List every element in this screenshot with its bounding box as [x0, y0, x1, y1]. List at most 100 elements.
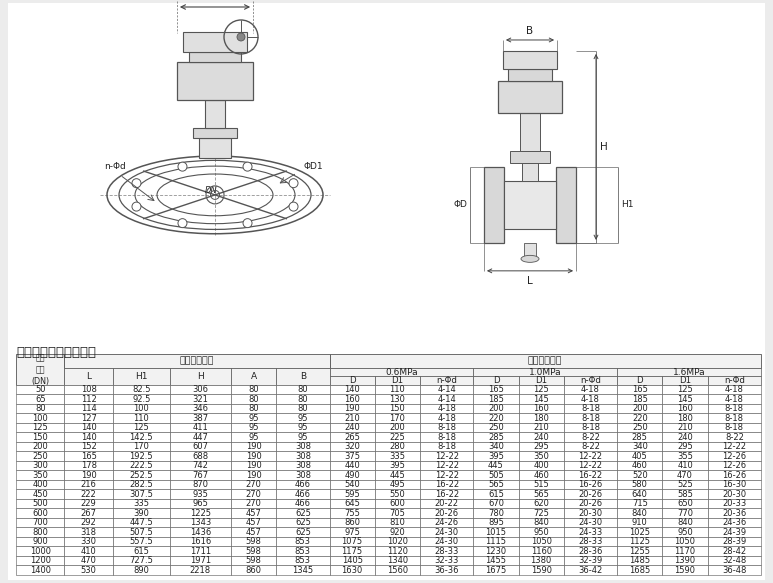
Bar	[375, 537, 420, 546]
Text: 1050: 1050	[531, 537, 552, 546]
Bar	[113, 508, 169, 518]
Text: 400: 400	[533, 461, 549, 470]
Bar	[113, 489, 169, 499]
Bar	[707, 394, 761, 404]
Text: 308: 308	[295, 461, 311, 470]
Bar	[564, 546, 617, 556]
Bar	[113, 566, 169, 575]
Text: 308: 308	[295, 452, 311, 461]
Bar	[662, 480, 707, 489]
Text: 主要外形尺寸: 主要外形尺寸	[180, 356, 214, 366]
Text: n-Φd: n-Φd	[104, 162, 126, 171]
Text: 8-18: 8-18	[581, 413, 600, 423]
Bar	[276, 528, 329, 537]
Bar	[193, 128, 237, 138]
Bar	[169, 537, 231, 546]
Bar	[564, 499, 617, 508]
Bar	[329, 461, 375, 470]
Bar	[276, 518, 329, 528]
Bar	[64, 354, 329, 368]
Bar	[64, 433, 113, 442]
Text: 8-18: 8-18	[438, 423, 456, 432]
Bar	[564, 508, 617, 518]
Circle shape	[178, 219, 187, 227]
Bar	[662, 376, 707, 385]
Ellipse shape	[521, 255, 539, 262]
Bar	[231, 385, 276, 394]
Bar	[617, 368, 761, 376]
Bar	[662, 518, 707, 528]
Text: 307.5: 307.5	[129, 490, 153, 498]
Text: 910: 910	[632, 518, 648, 527]
Bar	[519, 433, 564, 442]
Bar	[16, 566, 64, 575]
Bar	[707, 480, 761, 489]
Bar	[16, 385, 64, 394]
Text: 495: 495	[390, 480, 405, 489]
Bar	[420, 546, 473, 556]
Text: n-Φd: n-Φd	[724, 376, 744, 385]
Bar	[16, 461, 64, 470]
Bar	[375, 480, 420, 489]
Bar	[473, 385, 519, 394]
Bar	[519, 413, 564, 423]
Circle shape	[243, 219, 252, 227]
Text: 145: 145	[533, 395, 549, 403]
Text: 320: 320	[344, 442, 360, 451]
Text: 95: 95	[248, 413, 259, 423]
Bar	[276, 480, 329, 489]
Text: 公称
通径
(DN): 公称 通径 (DN)	[31, 353, 49, 386]
Bar	[617, 442, 662, 451]
Bar	[420, 413, 473, 423]
Text: L: L	[527, 276, 533, 286]
Bar	[662, 528, 707, 537]
Bar	[375, 394, 420, 404]
Bar	[707, 404, 761, 413]
Text: 270: 270	[246, 499, 261, 508]
Bar	[64, 385, 113, 394]
Text: 598: 598	[246, 556, 261, 565]
Bar	[617, 433, 662, 442]
Bar	[113, 546, 169, 556]
Text: 285: 285	[632, 433, 648, 441]
Bar	[617, 385, 662, 394]
Text: 92.5: 92.5	[132, 395, 151, 403]
Bar	[113, 451, 169, 461]
Text: 1200: 1200	[29, 556, 51, 565]
Text: 190: 190	[246, 442, 261, 451]
Text: 350: 350	[533, 452, 549, 461]
Bar	[473, 528, 519, 537]
Bar	[64, 423, 113, 433]
Bar	[16, 433, 64, 442]
Bar	[64, 546, 113, 556]
Text: 222.5: 222.5	[129, 461, 153, 470]
Text: 95: 95	[248, 423, 259, 432]
Text: 1225: 1225	[189, 508, 211, 518]
Bar	[420, 442, 473, 451]
Bar	[113, 480, 169, 489]
Text: 1120: 1120	[387, 547, 408, 556]
Bar	[473, 423, 519, 433]
Bar	[707, 518, 761, 528]
Bar	[662, 385, 707, 394]
Bar	[662, 556, 707, 566]
Text: 460: 460	[533, 470, 549, 480]
Text: 1050: 1050	[675, 537, 696, 546]
Text: 32-39: 32-39	[578, 556, 603, 565]
Bar	[375, 404, 420, 413]
Bar	[617, 404, 662, 413]
Bar	[519, 537, 564, 546]
Bar	[473, 518, 519, 528]
Bar	[617, 566, 662, 575]
Text: 308: 308	[295, 442, 311, 451]
Bar	[522, 163, 538, 181]
Text: 222: 222	[81, 490, 97, 498]
Text: 32-33: 32-33	[434, 556, 459, 565]
Text: 190: 190	[246, 452, 261, 461]
Text: 1590: 1590	[531, 566, 552, 575]
Text: 16-22: 16-22	[434, 480, 458, 489]
Text: 28-39: 28-39	[722, 537, 747, 546]
Text: 725: 725	[533, 508, 549, 518]
Text: 16-22: 16-22	[434, 490, 458, 498]
Text: 340: 340	[488, 442, 504, 451]
